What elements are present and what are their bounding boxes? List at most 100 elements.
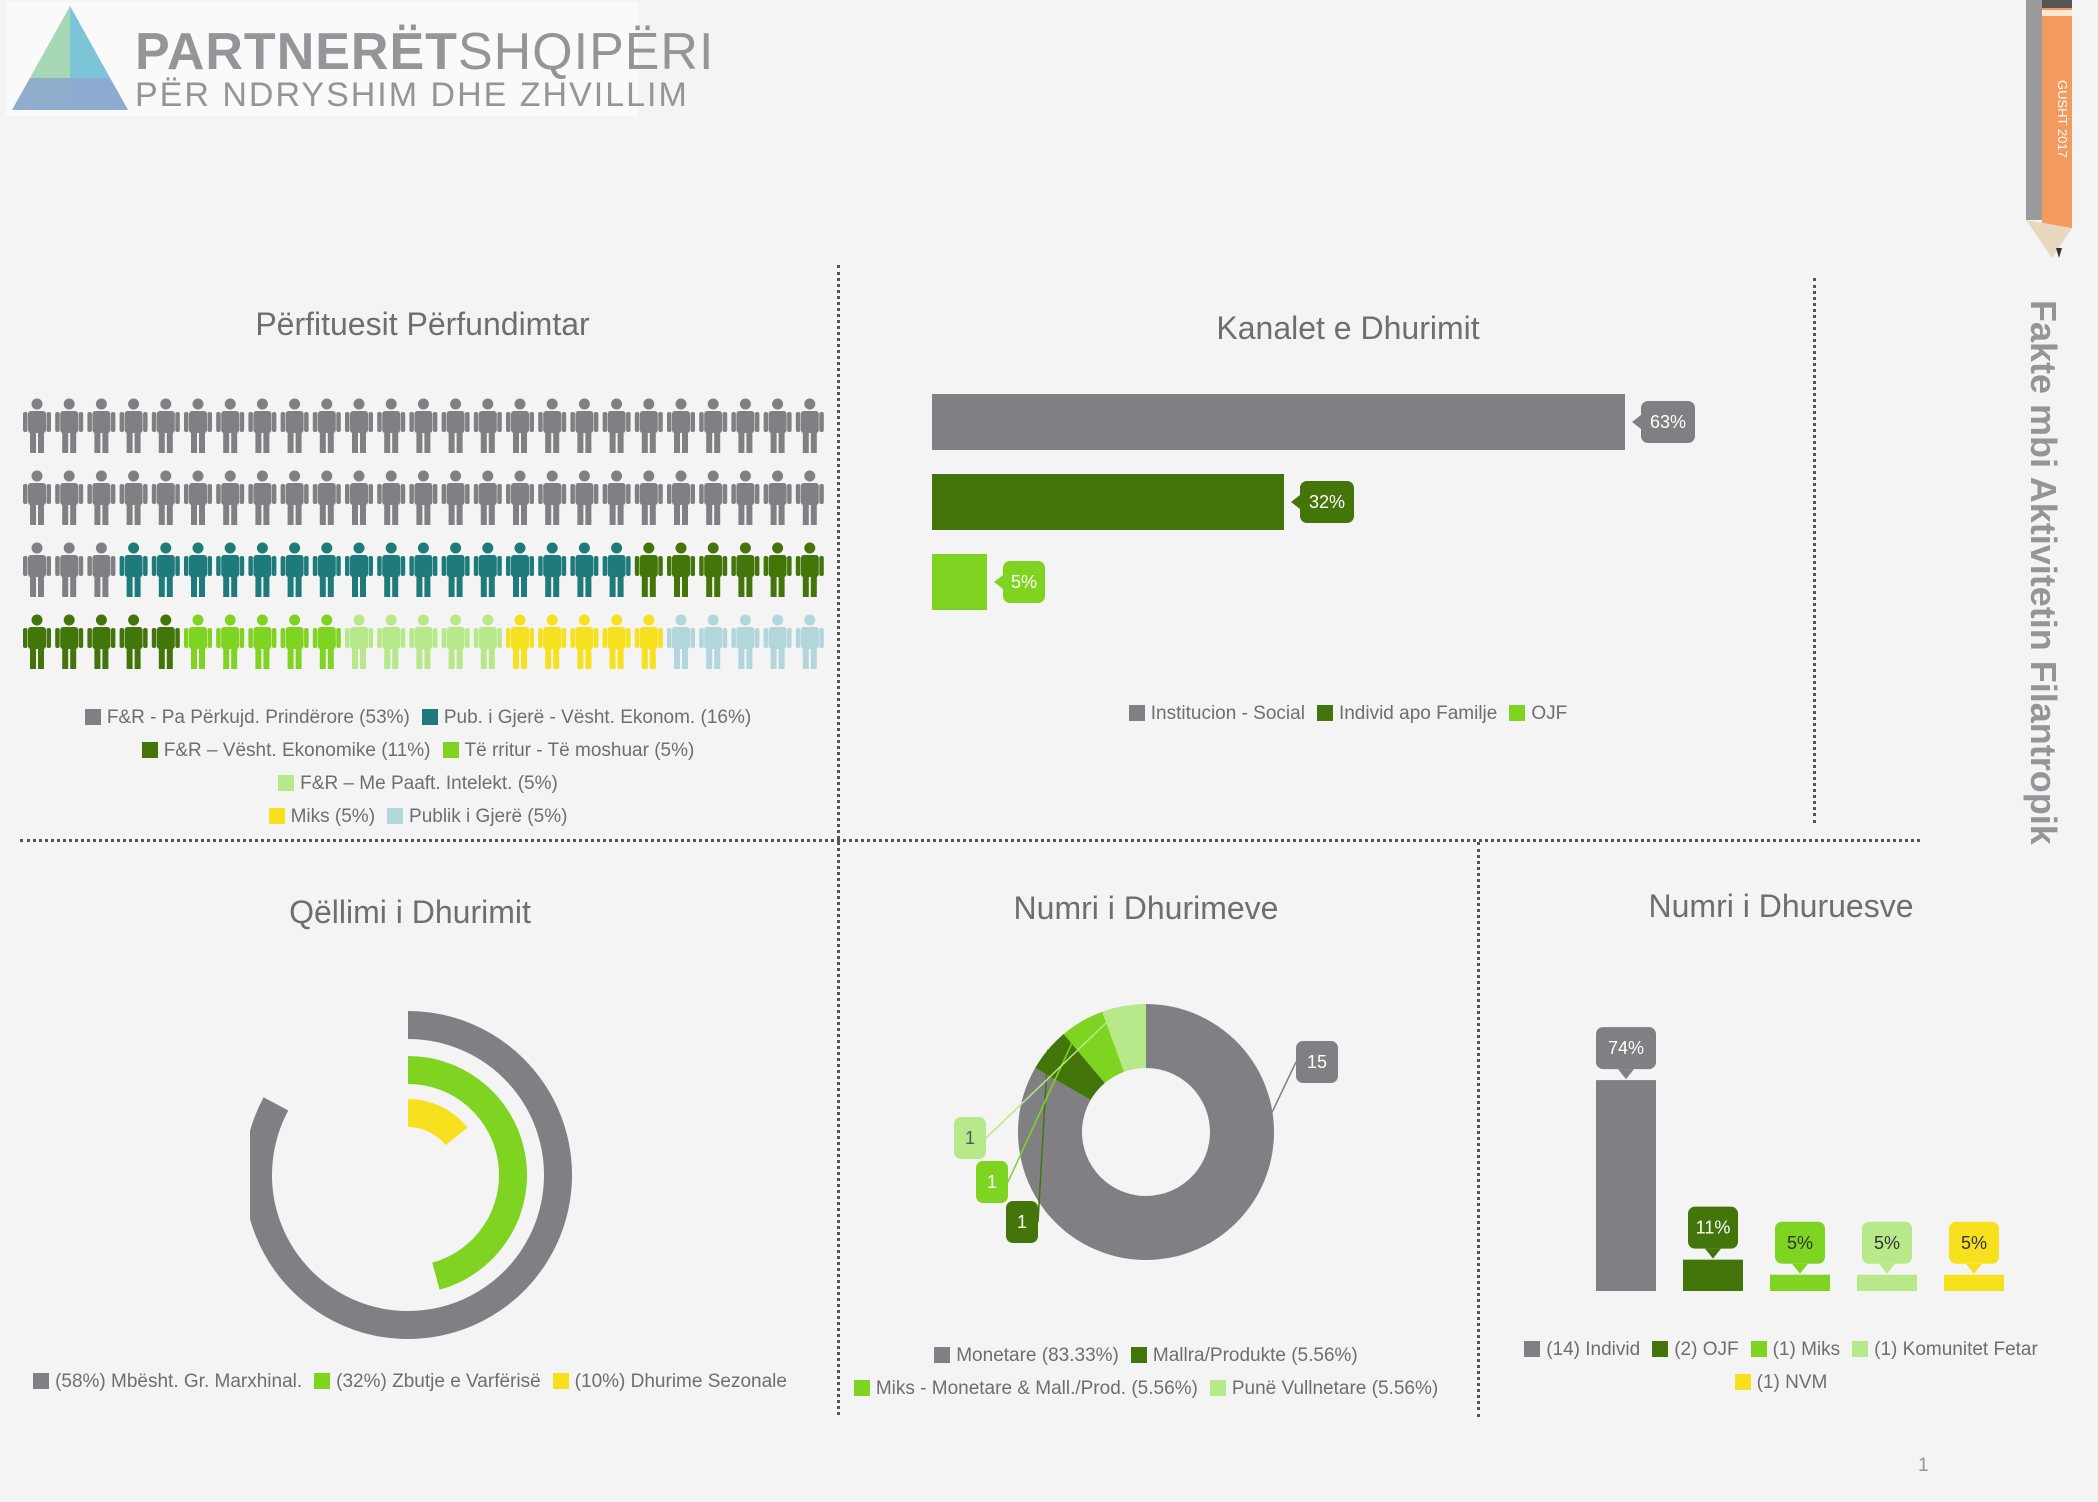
person-icon [216, 398, 245, 453]
data-label: 1 [954, 1117, 986, 1159]
legend-item: (1) Komunitet Fetar [1852, 1333, 2038, 1366]
legend-label: Të rritur - Të moshuar (5%) [464, 740, 695, 761]
data-label: 1 [1006, 1201, 1038, 1243]
legend-swatch [421, 709, 438, 725]
legend-swatch [853, 1380, 870, 1396]
person-icon [87, 542, 116, 597]
person-icon [506, 398, 534, 453]
svg-text:32%: 32% [1309, 492, 1345, 512]
legend-label: F&R - Pa Përkujd. Prindërore (53%) [106, 707, 410, 728]
person-icon [634, 542, 663, 597]
legend-swatch [552, 1373, 569, 1389]
legend-label: Individ apo Familje [1338, 703, 1498, 724]
person-icon [634, 614, 663, 669]
person-icon [763, 470, 792, 525]
legend-swatch [268, 808, 285, 824]
person-icon [377, 470, 406, 525]
person-icon [795, 614, 824, 669]
legend-swatch [314, 1373, 331, 1389]
person-icon [55, 614, 84, 669]
person-icon [248, 542, 277, 597]
person-icon [151, 614, 180, 669]
person-icon [151, 470, 180, 525]
person-icon [377, 398, 406, 453]
person-icon [216, 470, 245, 525]
person-icon [312, 398, 341, 453]
person-icon [345, 614, 373, 669]
data-label: 63% [1632, 401, 1695, 443]
legend-label: Publik i Gjerë (5%) [409, 806, 568, 827]
logo-subtitle: PËR NDRYSHIM DHE ZHVILLIM [135, 76, 689, 114]
bar [932, 554, 987, 610]
legend-swatch [33, 1373, 50, 1389]
bar [1944, 1274, 2004, 1291]
legend-swatch [84, 709, 101, 725]
person-icon [763, 398, 792, 453]
legend-item: Publik i Gjerë (5%) [387, 800, 567, 833]
legend-numri-dhurimeve: Monetare (83.33%) Mallra/Produkte (5.56%)… [840, 1339, 1452, 1405]
bar [1857, 1274, 1917, 1291]
person-icon [538, 470, 567, 525]
svg-text:11%: 11% [1696, 1218, 1731, 1238]
chart-title-qellimi: Qëllimi i Dhurimit [289, 894, 531, 930]
radial-bar [407, 1056, 527, 1290]
person-icon [377, 542, 406, 597]
bar-chart-kanalet: 63% 32% 5% [932, 394, 1695, 610]
logo-triangle-icon [12, 6, 128, 110]
data-label: 5% [1862, 1221, 1912, 1274]
leader-line [1209, 1061, 1297, 1244]
svg-text:1: 1 [987, 1172, 997, 1192]
legend-item: Punë Vullnetare (5.56%) [1209, 1372, 1438, 1405]
person-icon [570, 470, 599, 525]
person-icon [699, 398, 728, 453]
person-icon [119, 398, 148, 453]
person-icon [280, 542, 309, 597]
person-icon [473, 542, 502, 597]
legend-label: (14) Individ [1546, 1339, 1641, 1360]
chart-title-numri-dhuruesve: Numri i Dhuruesve [1648, 888, 1914, 924]
person-icon [473, 398, 502, 453]
legend-item: (2) OJF [1652, 1333, 1739, 1366]
person-icon [280, 398, 309, 453]
person-icon [731, 398, 760, 453]
legend-label: Institucion - Social [1150, 703, 1305, 724]
legend-item: Monetare (83.33%) [934, 1339, 1119, 1372]
person-icon [667, 614, 695, 669]
person-icon [87, 614, 116, 669]
person-icon [409, 398, 438, 453]
legend-perfituesit: F&R - Pa Përkujd. Prindërore (53%) Pub. i… [0, 701, 836, 833]
person-icon [602, 470, 631, 525]
legend-item: (10%) Dhurime Sezonale [552, 1365, 787, 1398]
legend-swatch [442, 742, 459, 758]
person-icon [699, 470, 728, 525]
person-icon [602, 614, 631, 669]
person-icon [248, 470, 277, 525]
person-icon [409, 542, 438, 597]
person-icon [538, 542, 567, 597]
legend-label: F&R – Vësht. Ekonomike (11%) [163, 740, 431, 761]
person-icon [506, 542, 534, 597]
person-icon [538, 614, 567, 669]
person-icon [87, 470, 116, 525]
person-icon [87, 398, 116, 453]
person-icon [506, 614, 534, 669]
svg-text:74%: 74% [1608, 1038, 1644, 1058]
data-label: 32% [1291, 481, 1354, 523]
person-icon [280, 470, 309, 525]
radial-chart-qellimi [250, 1011, 572, 1339]
data-label: 74% [1596, 1027, 1656, 1080]
person-icon [23, 470, 51, 525]
person-icon [667, 470, 695, 525]
data-label: 11% [1688, 1206, 1738, 1259]
person-icon [441, 614, 470, 669]
person-icon [473, 470, 502, 525]
person-icon [23, 398, 51, 453]
person-icon [55, 470, 84, 525]
legend-item: Individ apo Familje [1316, 697, 1498, 730]
person-icon [795, 470, 824, 525]
person-icon [538, 398, 567, 453]
legend-label: (1) NVM [1756, 1372, 1828, 1393]
pencil-date-label: GUSHT 2017 [2055, 80, 2070, 158]
donut-slice [1035, 1033, 1105, 1100]
